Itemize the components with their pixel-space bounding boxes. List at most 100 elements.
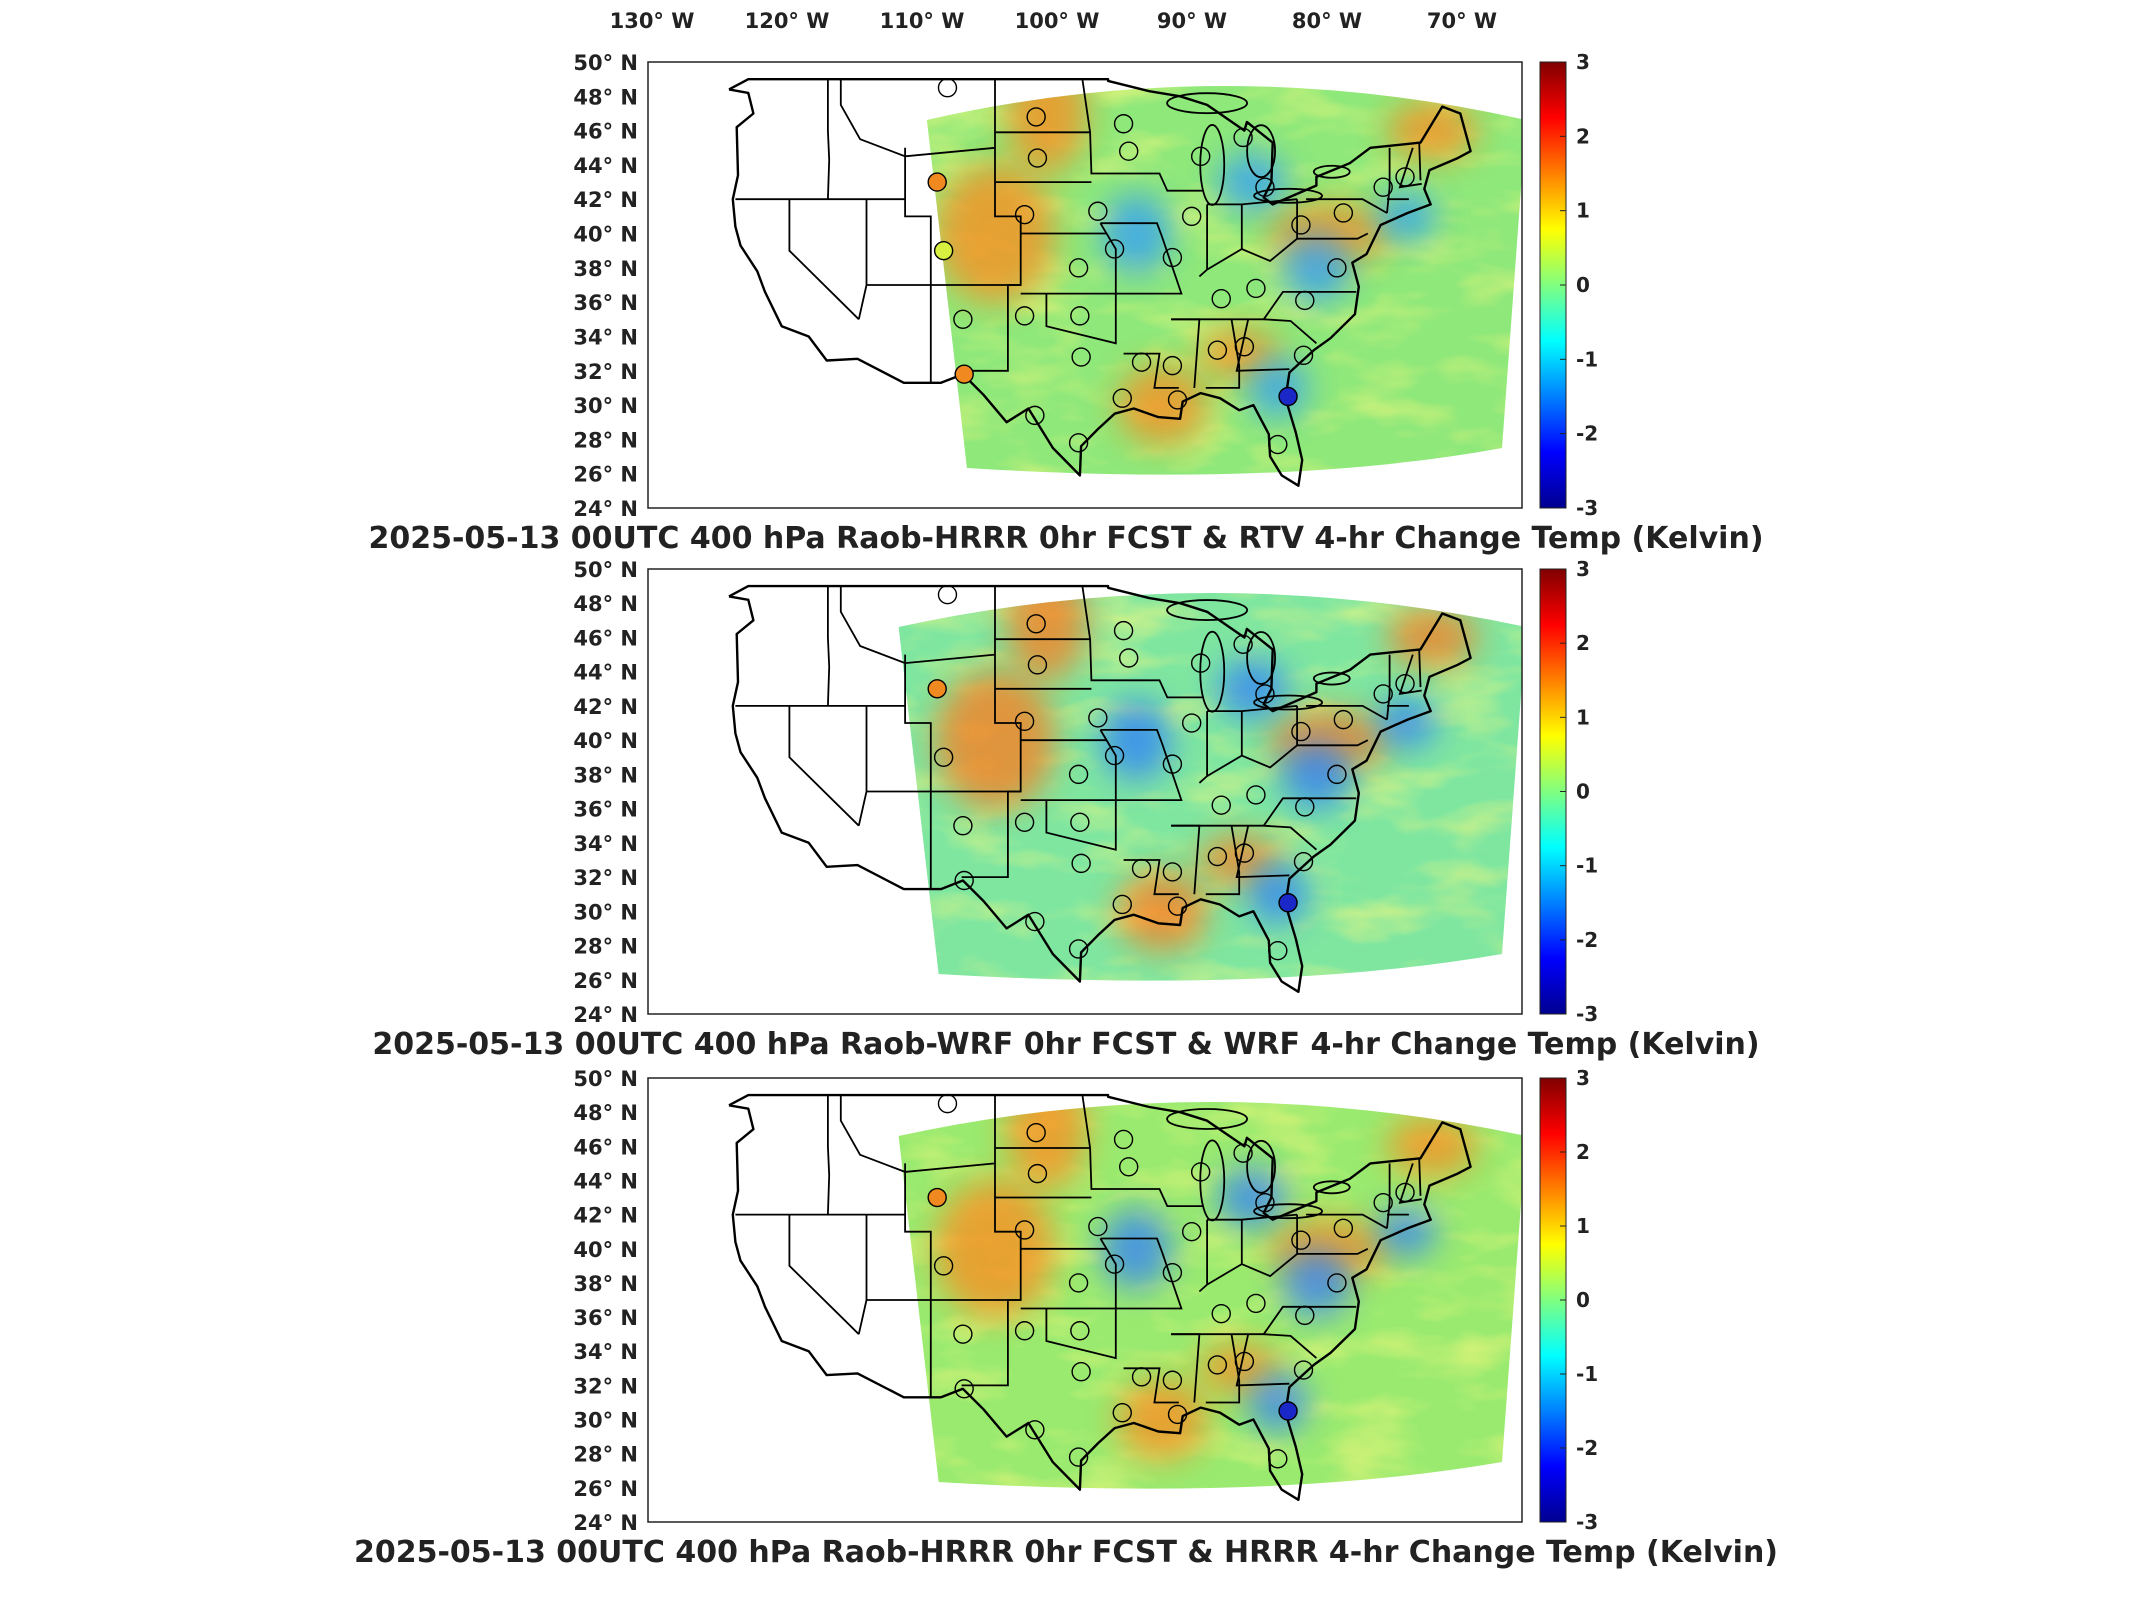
raob-station-marker [1162, 355, 1183, 376]
panel-title: 2025-05-13 00UTC 400 hPa Raob-WRF 0hr FC… [372, 1027, 1759, 1062]
great-lake-outline [1312, 164, 1351, 179]
colorbar-tick-label: -2 [1576, 928, 1598, 952]
raob-station-marker [1233, 634, 1253, 655]
raob-station-marker [1014, 711, 1035, 732]
raob-station-marker [927, 679, 947, 699]
state-border [1418, 1158, 1422, 1196]
latitude-label: 40° N [573, 729, 638, 753]
longitude-label: 90° W [1157, 9, 1227, 33]
raob-station-marker [1068, 258, 1089, 278]
raob-station-marker [1373, 177, 1393, 197]
raob-station-marker [1333, 1218, 1354, 1238]
state-border [1235, 1334, 1290, 1387]
raob-station-marker [1327, 258, 1347, 278]
cool-anomaly [1281, 739, 1352, 810]
raob-station-marker [1190, 1162, 1211, 1182]
state-border [1386, 1163, 1391, 1229]
warm-anomaly [935, 163, 1056, 304]
raob-station-marker [1278, 893, 1298, 913]
state-border [1306, 1213, 1388, 1230]
colorbar-tick-label: -1 [1576, 1362, 1598, 1386]
latitude-label: 28° N [573, 1443, 638, 1467]
map-frame [647, 1077, 1523, 1523]
state-border [1198, 1214, 1298, 1293]
raob-station-marker [1131, 352, 1152, 372]
raob-station-marker [1088, 1216, 1108, 1237]
raob-station-marker [1112, 894, 1132, 915]
warm-anomaly [1006, 593, 1087, 681]
raob-station-marker [1104, 239, 1125, 259]
latitude-label: 36° N [573, 1306, 638, 1330]
colorbar-tick-label: 2 [1576, 124, 1590, 148]
colorbar-tick-label: -3 [1576, 1510, 1598, 1534]
latitude-label: 28° N [573, 428, 638, 452]
colorbar-tick-label: 1 [1576, 705, 1590, 729]
latitude-axis: 50° N 48° N 46° N 44° N 42° N 40° N 38° N 36° N… [573, 1067, 638, 1535]
raob-station-marker [1026, 1122, 1046, 1143]
raob-station-marker [1327, 1273, 1347, 1293]
raob-station-marker [1162, 754, 1183, 774]
colorbar-tick-label: 3 [1576, 1066, 1590, 1090]
raob-station-marker [1025, 1420, 1045, 1440]
raob-station-marker [1246, 1293, 1266, 1314]
raob-station-marker [1014, 1321, 1035, 1341]
state-border [1081, 79, 1204, 192]
raob-station-marker [1118, 648, 1139, 668]
latitude-label: 38° N [573, 763, 638, 787]
raob-station-marker [1131, 1367, 1152, 1387]
latitude-label: 30° N [573, 1409, 638, 1433]
raob-station-marker [954, 364, 974, 384]
warm-anomaly [1006, 86, 1087, 174]
state-border [1020, 1307, 1117, 1360]
state-border [1297, 739, 1369, 747]
state-border [1081, 1094, 1204, 1207]
raob-station-marker [1234, 1351, 1255, 1372]
raob-station-marker [1278, 1401, 1298, 1421]
longitude-label: 70° W [1427, 9, 1497, 33]
cool-anomaly [1281, 232, 1352, 303]
latitude-label: 50° N [573, 1067, 638, 1091]
raob-station-marker [1295, 1305, 1315, 1326]
raob-station-marker [1255, 1192, 1275, 1213]
great-lake-outline [1166, 1108, 1249, 1130]
state-border [1205, 1334, 1241, 1404]
panel-title: 2025-05-13 00UTC 400 hPa Raob-HRRR 0hr F… [354, 1535, 1778, 1570]
state-border [839, 1095, 996, 1173]
raob-station-marker [1070, 1321, 1090, 1341]
raob-station-marker [1014, 812, 1035, 833]
latitude-label: 24° N [573, 497, 638, 521]
raob-station-marker [1211, 1303, 1231, 1324]
state-border [839, 79, 996, 158]
raob-station-marker [1190, 146, 1211, 167]
great-lake-outline [1246, 631, 1276, 685]
latitude-label: 24° N [573, 1003, 638, 1027]
raob-station-marker [1112, 388, 1132, 408]
latitude-label: 42° N [573, 1204, 638, 1228]
latitude-label: 36° N [573, 291, 638, 315]
raob-stations [927, 1093, 1415, 1469]
raob-station-marker [1027, 655, 1048, 675]
latitude-label: 34° N [573, 325, 638, 349]
raob-station-marker [1291, 1230, 1311, 1250]
raob-station-marker [933, 747, 954, 767]
map-panel: 50° N 48° N 46° N 44° N 42° N 40° N 38° N 36° N… [354, 1066, 1778, 1570]
state-border [1081, 585, 1204, 699]
latitude-label: 32° N [573, 866, 638, 890]
colorbar-tick-label: 1 [1576, 1214, 1590, 1238]
raob-station-marker [1068, 433, 1089, 453]
raob-station-marker [1104, 745, 1125, 766]
latitude-label: 44° N [573, 661, 638, 685]
raob-station-marker [1088, 708, 1108, 728]
cool-anomaly [1217, 152, 1288, 213]
state-border [827, 79, 831, 200]
warm-anomaly [1387, 607, 1478, 668]
raob-station-marker [927, 1187, 947, 1208]
great-lake-outline [1253, 1203, 1323, 1220]
state-border [839, 586, 996, 665]
raob-station-marker [954, 870, 974, 891]
raob-station-marker [1291, 215, 1311, 235]
latitude-label: 30° N [573, 394, 638, 418]
map-plot-area [648, 569, 1522, 1014]
state-border [1099, 222, 1183, 295]
raob-station-marker [1104, 1254, 1125, 1274]
